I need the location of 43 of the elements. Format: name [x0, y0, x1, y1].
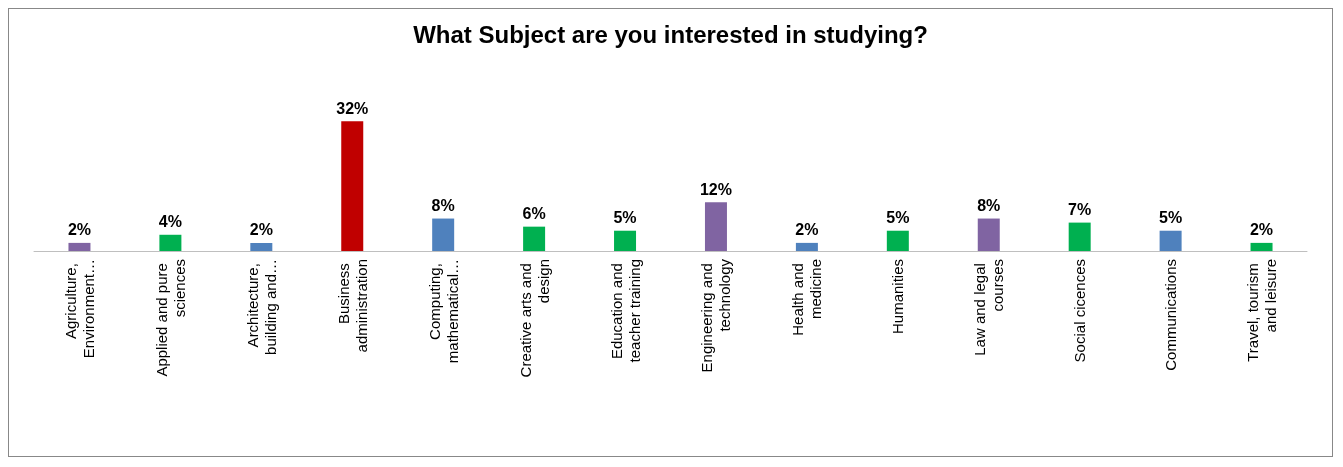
data-label: 12%	[699, 180, 732, 198]
data-label: 32%	[336, 99, 369, 117]
x-tick-label: Business administration	[334, 259, 370, 353]
x-tick-label: Creative arts and design	[516, 259, 552, 378]
bar	[977, 218, 1000, 251]
bar	[68, 242, 91, 251]
x-tick-label: Health and medicine	[789, 259, 825, 336]
bar	[704, 202, 727, 251]
x-tick-label: Engineering and technology	[698, 258, 734, 373]
data-label: 2%	[249, 221, 273, 239]
x-tick-label: Humanities	[889, 259, 907, 335]
x-tick-label: Social cicences	[1071, 259, 1089, 363]
bar	[795, 242, 818, 251]
bar	[523, 226, 546, 251]
x-tick-label: Education and teacher training	[607, 259, 643, 363]
bar	[341, 121, 364, 251]
bar	[1068, 222, 1091, 251]
bar	[159, 234, 182, 251]
data-label: 5%	[886, 209, 910, 227]
data-label: 5%	[1159, 209, 1183, 227]
x-tick-label: Computing, mathematical…	[425, 259, 461, 364]
data-label: 6%	[522, 205, 546, 223]
bar	[432, 218, 455, 251]
data-label: 2%	[1249, 221, 1274, 239]
x-tick-label: Law and legal courses	[971, 259, 1007, 356]
bar	[1159, 230, 1182, 251]
x-tick-label: Communications	[1162, 259, 1180, 371]
data-label: 7%	[1068, 201, 1092, 219]
data-label: 5%	[613, 209, 637, 227]
x-tick-label: Agriculture, Environment…	[61, 259, 97, 359]
x-tick-label: Applied and pure sciences	[152, 259, 188, 377]
chart-title: What Subject are you interested in studying?	[413, 20, 928, 48]
data-label: 2%	[795, 221, 819, 239]
x-tick-label: Architecture, building and…	[243, 259, 279, 355]
data-label: 2%	[67, 221, 92, 239]
bar	[614, 230, 637, 251]
bar	[250, 242, 273, 251]
data-label: 8%	[431, 197, 455, 215]
x-tick-label: Travel, tourism and leisure	[1244, 259, 1280, 362]
bar	[886, 230, 909, 251]
data-label: 4%	[158, 213, 182, 231]
data-label: 8%	[977, 197, 1001, 215]
bar	[1250, 242, 1273, 251]
